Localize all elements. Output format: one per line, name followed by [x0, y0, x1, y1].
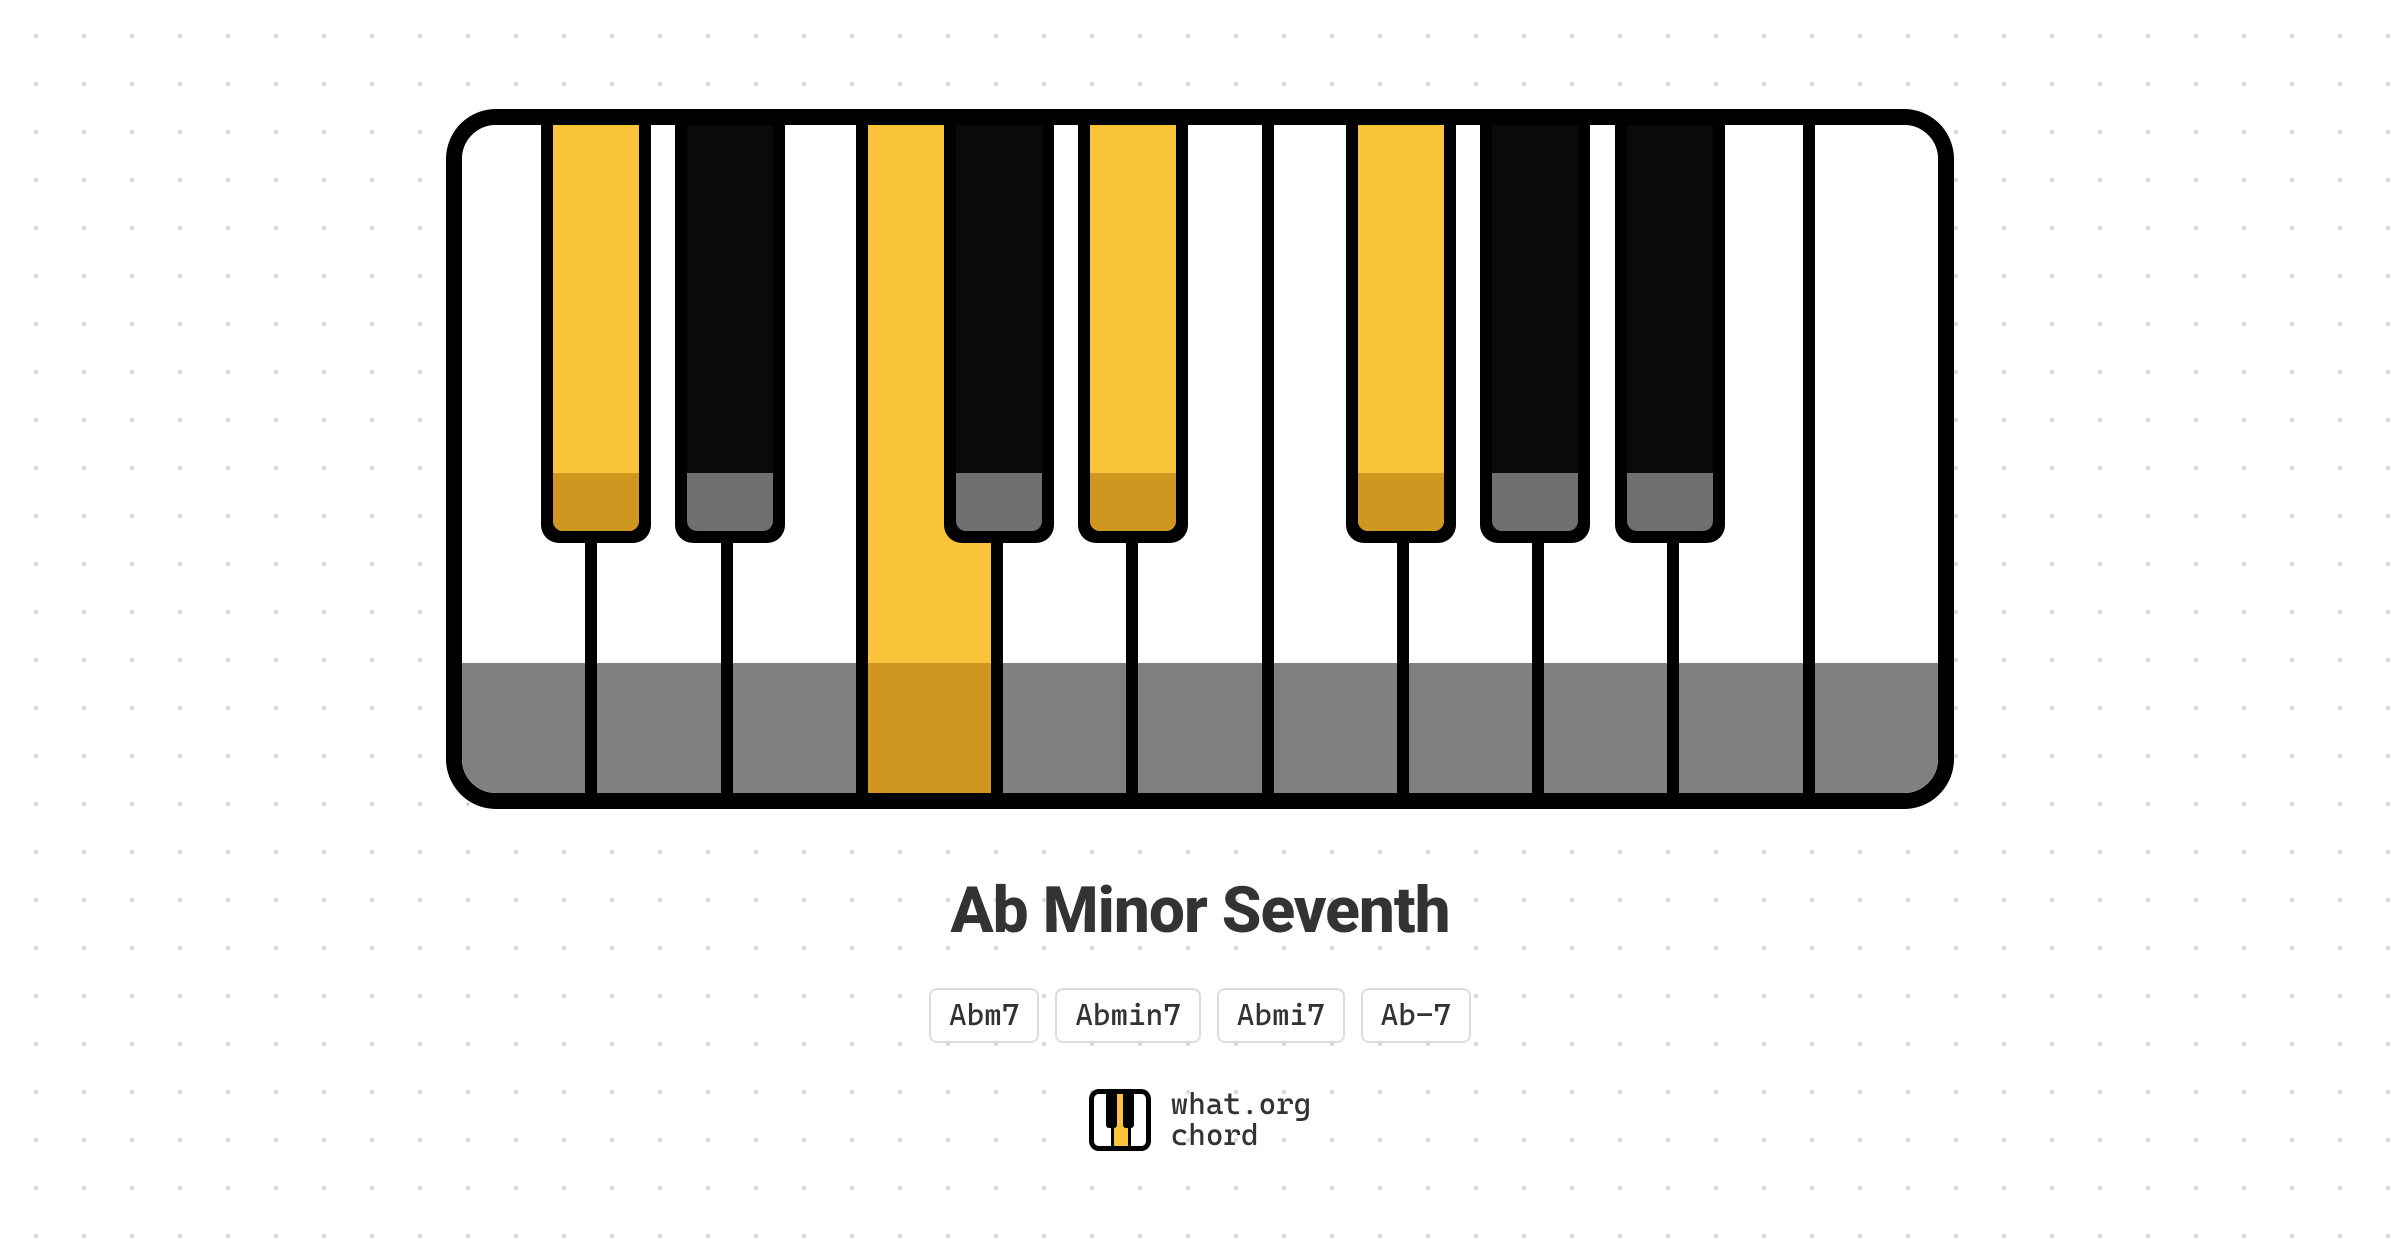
chord-info: Ab Minor Seventh Abm7 Abmin7 Abmi7 Ab-7 wha… — [929, 873, 1471, 1152]
logo-line2: chord — [1171, 1120, 1312, 1152]
site-logo: what.org chord — [1089, 1089, 1312, 1152]
white-key — [1262, 125, 1397, 793]
white-key — [721, 125, 856, 793]
logo-text: what.org chord — [1171, 1089, 1312, 1152]
chord-title: Ab Minor Seventh — [950, 873, 1449, 948]
chord-card: Ab Minor Seventh Abm7 Abmin7 Abmi7 Ab-7 wha… — [446, 109, 1954, 1152]
white-key — [991, 125, 1126, 793]
white-keys-row — [462, 125, 1938, 793]
white-key — [1803, 125, 1938, 793]
chord-tag: Abmi7 — [1217, 988, 1345, 1043]
white-key — [1126, 125, 1261, 793]
white-key — [1532, 125, 1667, 793]
chord-tag: Abm7 — [929, 988, 1039, 1043]
logo-line1: what.org — [1171, 1089, 1312, 1121]
white-key — [462, 125, 585, 793]
white-key — [856, 125, 991, 793]
white-key — [1397, 125, 1532, 793]
white-key — [585, 125, 720, 793]
white-key — [1667, 125, 1802, 793]
logo-icon — [1089, 1089, 1151, 1151]
chord-tags: Abm7 Abmin7 Abmi7 Ab-7 — [929, 988, 1471, 1043]
chord-tag: Ab-7 — [1361, 988, 1471, 1043]
piano-keyboard — [446, 109, 1954, 809]
chord-tag: Abmin7 — [1055, 988, 1200, 1043]
